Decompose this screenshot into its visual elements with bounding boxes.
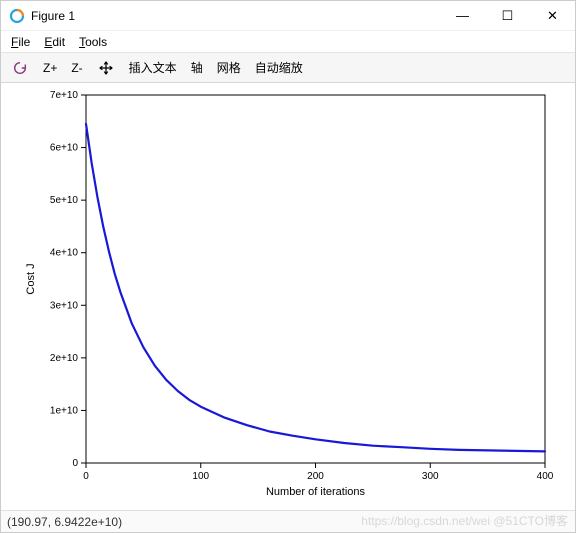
svg-text:Number of iterations: Number of iterations: [266, 486, 366, 498]
svg-text:7e+10: 7e+10: [50, 90, 79, 101]
zoom-in-button[interactable]: Z+: [43, 61, 57, 75]
cost-chart: 0 100 200 300 400 0 1e+10 2e+10 3e+10 4e+10 5e+10 6…: [1, 83, 575, 500]
svg-text:3e+10: 3e+10: [50, 300, 79, 311]
zoom-out-button[interactable]: Z-: [71, 61, 82, 75]
rotate-icon[interactable]: [11, 59, 29, 77]
svg-text:0: 0: [72, 458, 78, 469]
toolbar: Z+ Z- 插入文本 轴 网格 自动缩放: [1, 53, 575, 83]
close-button[interactable]: ✕: [530, 1, 575, 31]
svg-text:100: 100: [192, 471, 209, 482]
svg-text:5e+10: 5e+10: [50, 195, 79, 206]
svg-text:400: 400: [537, 471, 554, 482]
menu-file[interactable]: File: [11, 35, 30, 49]
titlebar: Figure 1 — ☐ ✕: [1, 1, 575, 31]
app-icon: [9, 8, 25, 24]
autozoom-button[interactable]: 自动缩放: [255, 59, 303, 76]
menu-edit[interactable]: Edit: [44, 35, 65, 49]
axis-button[interactable]: 轴: [191, 59, 203, 76]
chart-area: 0 100 200 300 400 0 1e+10 2e+10 3e+10 4e+10 5e+10 6…: [1, 83, 575, 510]
svg-text:Cost J: Cost J: [25, 263, 37, 294]
insert-text-button[interactable]: 插入文本: [129, 59, 177, 76]
minimize-button[interactable]: —: [440, 1, 485, 31]
svg-text:6e+10: 6e+10: [50, 143, 79, 154]
svg-text:1e+10: 1e+10: [50, 405, 79, 416]
svg-text:200: 200: [307, 471, 324, 482]
svg-text:0: 0: [83, 471, 89, 482]
window-title: Figure 1: [31, 9, 75, 23]
statusbar: (190.97, 6.9422e+10): [1, 510, 575, 532]
maximize-button[interactable]: ☐: [485, 1, 530, 31]
svg-text:4e+10: 4e+10: [50, 248, 79, 259]
figure-window: Figure 1 — ☐ ✕ File Edit Tools Z+ Z- 插入文…: [0, 0, 576, 533]
menu-tools[interactable]: Tools: [79, 35, 107, 49]
pan-icon[interactable]: [97, 59, 115, 77]
grid-button[interactable]: 网格: [217, 59, 241, 76]
svg-text:2e+10: 2e+10: [50, 353, 79, 364]
menubar: File Edit Tools: [1, 31, 575, 53]
cursor-coords: (190.97, 6.9422e+10): [7, 515, 122, 529]
svg-text:300: 300: [422, 471, 439, 482]
